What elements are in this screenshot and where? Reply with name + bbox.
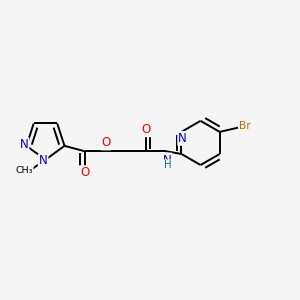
- Text: N: N: [163, 154, 172, 166]
- Text: O: O: [101, 136, 110, 149]
- Text: O: O: [80, 166, 89, 179]
- Text: O: O: [141, 123, 150, 136]
- Text: N: N: [20, 138, 28, 151]
- Text: N: N: [39, 154, 47, 167]
- Text: H: H: [164, 160, 171, 170]
- Text: N: N: [178, 132, 187, 145]
- Text: Br: Br: [239, 121, 250, 131]
- Text: CH₃: CH₃: [15, 167, 33, 176]
